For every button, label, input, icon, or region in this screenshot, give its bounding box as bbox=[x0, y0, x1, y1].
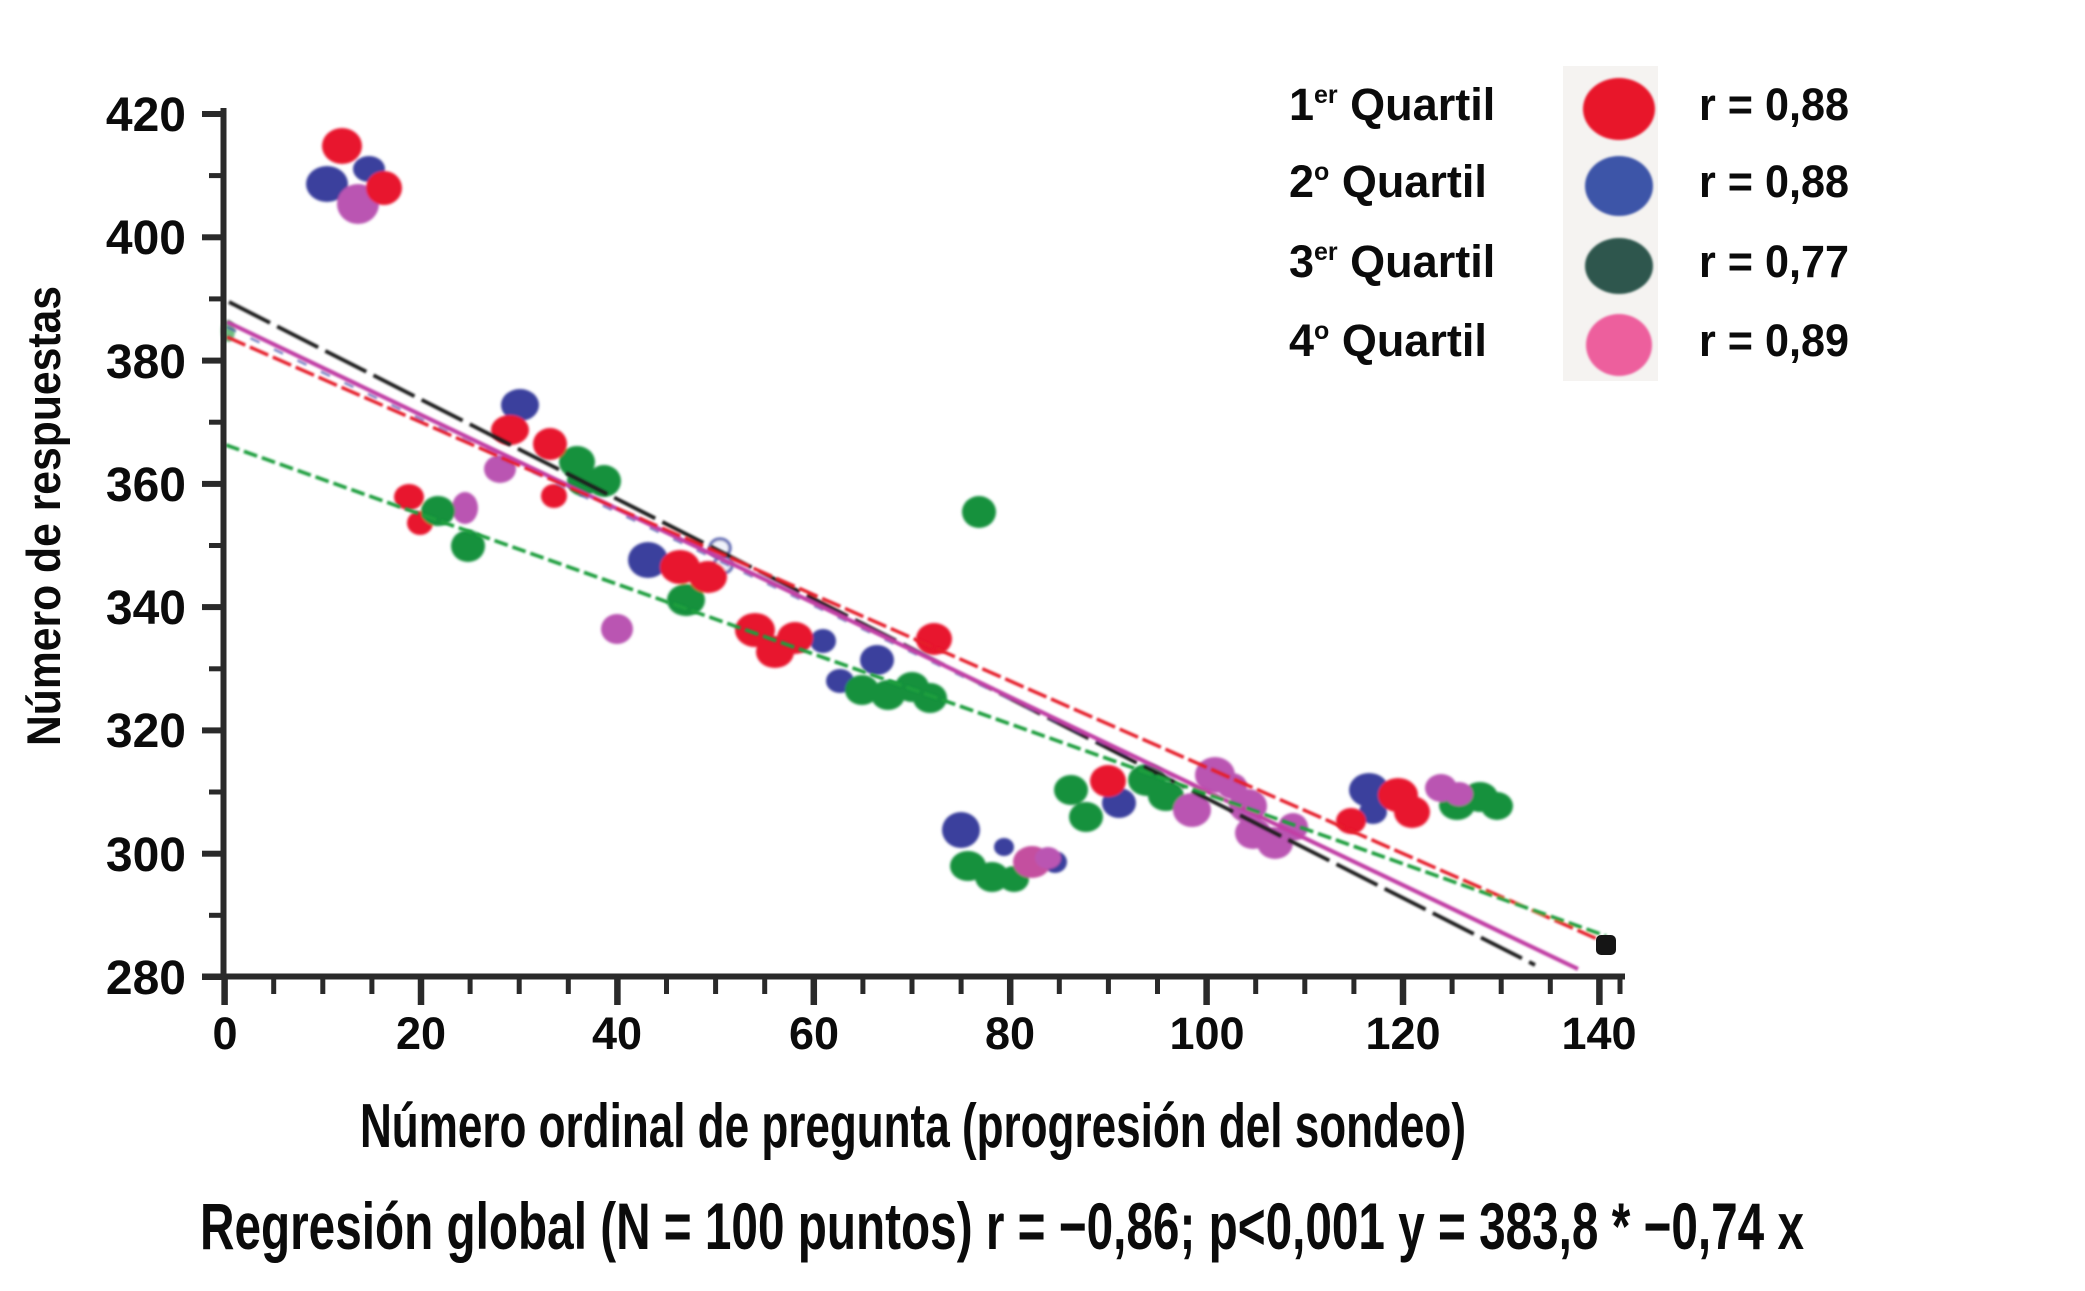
svg-text:r = 0,88: r = 0,88 bbox=[1699, 79, 1849, 130]
svg-text:300: 300 bbox=[106, 829, 186, 882]
svg-text:360: 360 bbox=[106, 459, 186, 512]
svg-text:340: 340 bbox=[106, 582, 186, 635]
svg-text:100: 100 bbox=[1169, 1008, 1244, 1059]
svg-text:40: 40 bbox=[592, 1008, 642, 1059]
svg-text:60: 60 bbox=[789, 1008, 839, 1059]
svg-text:r = 0,89: r = 0,89 bbox=[1699, 315, 1849, 366]
svg-text:r = 0,77: r = 0,77 bbox=[1699, 236, 1849, 287]
svg-text:380: 380 bbox=[106, 336, 186, 389]
svg-text:4o Quartil: 4o Quartil bbox=[1289, 315, 1487, 366]
svg-text:Número ordinal de pregunta (pr: Número ordinal de pregunta (progresión d… bbox=[360, 1092, 1466, 1161]
svg-text:Regresión global (N = 100 punt: Regresión global (N = 100 puntos) r = −0… bbox=[200, 1189, 1804, 1263]
svg-text:20: 20 bbox=[396, 1008, 446, 1059]
svg-text:0: 0 bbox=[212, 1008, 237, 1059]
svg-text:80: 80 bbox=[985, 1008, 1035, 1059]
svg-text:280: 280 bbox=[106, 952, 186, 1005]
svg-text:3er Quartil: 3er Quartil bbox=[1289, 236, 1495, 287]
svg-text:140: 140 bbox=[1561, 1008, 1636, 1059]
svg-text:Número de respuestas: Número de respuestas bbox=[17, 286, 70, 746]
svg-text:1er Quartil: 1er Quartil bbox=[1289, 79, 1495, 130]
svg-text:420: 420 bbox=[106, 89, 186, 142]
svg-text:400: 400 bbox=[106, 212, 186, 265]
svg-text:120: 120 bbox=[1365, 1008, 1440, 1059]
svg-text:320: 320 bbox=[106, 705, 186, 758]
svg-text:r = 0,88: r = 0,88 bbox=[1699, 156, 1849, 207]
